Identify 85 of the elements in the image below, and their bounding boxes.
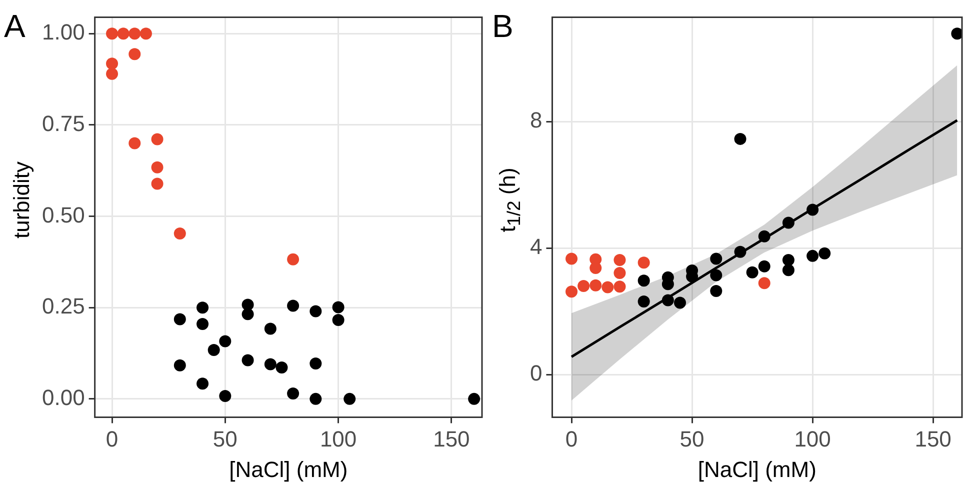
point	[106, 28, 118, 40]
point	[174, 313, 186, 326]
y-tick-label: 0.50	[42, 202, 85, 228]
point	[332, 301, 344, 314]
x-tick-label: 100	[320, 426, 357, 452]
point	[151, 161, 164, 174]
point	[614, 267, 626, 280]
point	[219, 390, 232, 402]
x-tick-label: 0	[565, 426, 578, 452]
y-tick-label: 0.25	[42, 294, 85, 319]
y-tick-label: 0	[530, 360, 542, 386]
point	[196, 318, 209, 330]
chart-title: A	[4, 8, 26, 45]
point	[310, 305, 322, 318]
point	[208, 344, 220, 356]
x-tick-label: 50	[212, 426, 238, 452]
point	[746, 266, 758, 278]
y-tick-label: 0.75	[42, 111, 85, 136]
y-tick-label: 1.00	[42, 20, 85, 45]
point	[344, 392, 356, 405]
point	[566, 252, 578, 265]
point	[818, 247, 831, 260]
x-tick-label: 0	[106, 426, 118, 452]
chart-title: B	[492, 8, 514, 45]
point	[758, 230, 770, 242]
point	[106, 68, 118, 80]
point	[310, 358, 322, 370]
point	[638, 256, 650, 269]
point	[602, 281, 614, 294]
point	[566, 286, 578, 298]
point	[242, 308, 254, 320]
point	[674, 296, 686, 309]
point	[806, 204, 819, 216]
point	[638, 274, 650, 287]
point	[117, 28, 130, 40]
point	[128, 48, 141, 60]
point	[310, 392, 322, 405]
point	[662, 294, 674, 306]
x-tick-label: 100	[794, 426, 831, 452]
point	[710, 252, 722, 265]
x-tick-label: 150	[433, 426, 470, 452]
x-axis-title: [NaCl] (mM)	[229, 456, 348, 482]
point	[638, 295, 650, 308]
point	[219, 335, 232, 348]
point	[128, 137, 141, 150]
point	[614, 280, 626, 293]
point	[758, 260, 770, 272]
point	[710, 269, 722, 282]
y-tick-label: 8	[530, 108, 542, 133]
point	[287, 387, 300, 400]
point	[151, 178, 164, 190]
point	[276, 362, 288, 374]
point	[174, 227, 186, 240]
point	[806, 250, 819, 262]
point	[151, 133, 164, 146]
point	[782, 254, 794, 266]
point	[196, 302, 209, 314]
point	[951, 28, 962, 40]
x-tick-label: 150	[914, 426, 952, 452]
y-axis-title: turbidity	[9, 161, 35, 239]
y-tick-label: 4	[530, 234, 542, 260]
y-tick-label: 0.00	[42, 385, 85, 410]
point	[782, 216, 794, 229]
point	[287, 253, 300, 266]
point	[710, 285, 722, 298]
point	[468, 392, 480, 405]
point	[128, 28, 141, 40]
point	[264, 322, 276, 335]
point	[578, 280, 590, 292]
point	[758, 277, 770, 290]
point	[196, 378, 209, 390]
point	[332, 314, 344, 326]
point	[782, 264, 794, 276]
point	[590, 279, 602, 292]
point	[264, 358, 276, 370]
point	[734, 132, 746, 145]
point	[174, 359, 186, 372]
point	[614, 254, 626, 266]
point	[106, 58, 118, 70]
point	[287, 300, 300, 312]
point	[140, 28, 152, 40]
point	[734, 246, 746, 258]
x-tick-label: 50	[680, 426, 704, 452]
x-axis-title: [NaCl] (mM)	[698, 456, 816, 482]
point	[242, 354, 254, 366]
